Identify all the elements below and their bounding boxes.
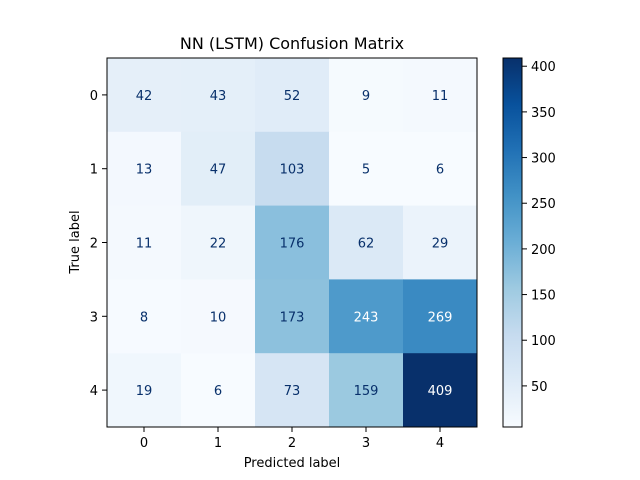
x-tick-label: 4: [436, 436, 444, 451]
colorbar-tick-label: 150: [531, 289, 556, 304]
x-tick-label: 1: [214, 436, 222, 451]
heatmap-cell: [181, 205, 256, 280]
heatmap-cell: [181, 353, 256, 428]
heatmap-cell-value: 11: [432, 89, 449, 104]
heatmap-cell: [403, 279, 478, 354]
y-tick-label: 4: [90, 384, 98, 399]
heatmap-cell-value: 10: [210, 310, 227, 325]
x-tick-label: 2: [288, 436, 296, 451]
heatmap-cell-value: 19: [136, 384, 153, 399]
x-tick-label: 3: [362, 436, 370, 451]
heatmap-cell: [329, 131, 404, 207]
y-axis-label: True label: [68, 210, 83, 274]
colorbar-tick-label: 300: [531, 152, 556, 167]
heatmap-cell-value: 22: [210, 237, 227, 252]
heatmap-cell-value: 11: [136, 237, 153, 252]
heatmap-cell-value: 52: [284, 89, 301, 104]
heatmap-cell-value: 29: [432, 237, 449, 252]
heatmap-cell: [255, 58, 330, 133]
colorbar-tick-label: 350: [531, 106, 556, 121]
colorbar-ticks: 50 100 150 200 250 300 350 400: [522, 60, 556, 395]
y-tick-label: 3: [90, 310, 98, 325]
heatmap-cell-value: 173: [280, 310, 305, 325]
heatmap-cell: [107, 353, 182, 428]
heatmap-cell: [181, 279, 256, 354]
heatmap-cell-value: 13: [136, 163, 153, 178]
heatmap-cell: [107, 279, 182, 354]
heatmap-cell: [107, 131, 182, 207]
heatmap-cell: [329, 58, 404, 133]
heatmap-cell: [403, 58, 478, 133]
heatmap-cell-value: 73: [284, 384, 301, 399]
colorbar: [502, 57, 523, 428]
heatmap-cells: [107, 58, 478, 428]
heatmap-cell-value: 6: [214, 384, 222, 399]
colorbar-tick-label: 50: [531, 380, 548, 395]
heatmap-cell: [255, 205, 330, 280]
colorbar-tick-label: 100: [531, 334, 556, 349]
colorbar-tick-label: 200: [531, 243, 556, 258]
heatmap-cell-value: 5: [362, 163, 370, 178]
heatmap-cell: [255, 279, 330, 354]
heatmap-cell-value: 409: [428, 384, 453, 399]
heatmap-cell-labels: 42 43 52 9 11 13 47 103 5 6 11 22 176 62 29 8 10 173 243 26…: [136, 89, 453, 399]
y-axis-ticks: 0 1 2 3 4: [90, 89, 107, 399]
colorbar-tick-label: 250: [531, 197, 556, 212]
heatmap-cell: [403, 131, 478, 207]
heatmap-cell-value: 269: [428, 310, 453, 325]
heatmap-cell-value: 43: [210, 89, 227, 104]
heatmap-cell-value: 47: [210, 163, 227, 178]
heatmap-cell: [255, 353, 330, 428]
heatmap-cell: [329, 279, 404, 354]
heatmap-cell: [329, 205, 404, 280]
heatmap-cell: [403, 205, 478, 280]
y-tick-label: 1: [90, 163, 98, 178]
heatmap-cell: [107, 205, 182, 280]
x-axis-label: Predicted label: [244, 456, 341, 471]
y-tick-label: 0: [90, 89, 98, 104]
heatmap-cell: [255, 131, 330, 207]
heatmap-cell: [181, 131, 256, 207]
heatmap-cell-value: 9: [362, 89, 370, 104]
heatmap-cell: [329, 353, 404, 428]
x-tick-label: 0: [140, 436, 148, 451]
heatmap-cell-value: 6: [436, 163, 444, 178]
colorbar-tick-label: 400: [531, 60, 556, 75]
heatmap-cell-value: 103: [280, 163, 305, 178]
x-axis-ticks: 0 1 2 3 4: [140, 427, 444, 451]
heatmap-cell-value: 42: [136, 89, 153, 104]
heatmap-cell-value: 8: [140, 310, 148, 325]
y-tick-label: 2: [90, 237, 98, 252]
heatmap-cell-value: 176: [280, 237, 305, 252]
heatmap-cell-value: 159: [354, 384, 379, 399]
heatmap-cell-value: 62: [358, 237, 375, 252]
heatmap-cell: [181, 58, 256, 133]
chart-title: NN (LSTM) Confusion Matrix: [180, 34, 404, 53]
heatmap-cell: [107, 58, 182, 133]
heatmap-cell: [403, 353, 478, 428]
heatmap-cell-value: 243: [354, 310, 379, 325]
